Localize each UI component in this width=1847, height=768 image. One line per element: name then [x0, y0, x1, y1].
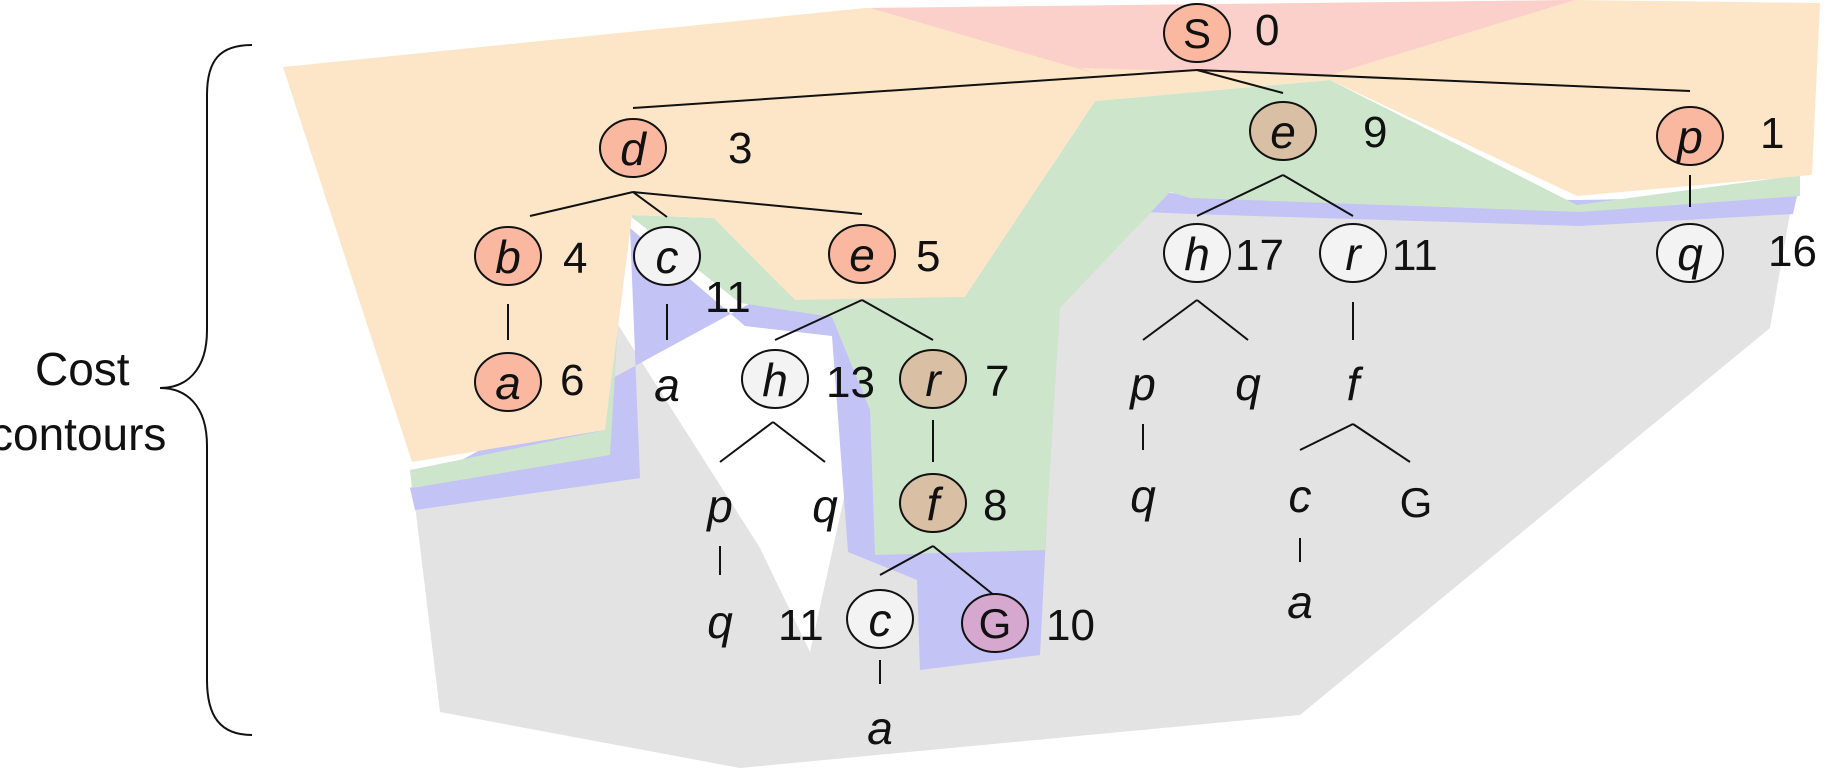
node-circle-c3	[846, 589, 914, 649]
node-label-p3: p	[705, 480, 733, 532]
cost-label-c1: 11	[705, 273, 751, 322]
node-circle-S	[1163, 3, 1231, 63]
node-label-a1: a	[495, 357, 521, 409]
cost-label-e2: 5	[916, 232, 940, 281]
node-label-h1: h	[1184, 228, 1210, 280]
node-circle-b	[474, 226, 542, 286]
node-label-a2: a	[654, 359, 680, 411]
node-circle-d	[599, 118, 667, 178]
node-label-q5: q	[707, 596, 733, 648]
node-label-p1: p	[1675, 111, 1703, 163]
contour-region-orange	[283, 0, 1820, 462]
node-circle-h1	[1163, 223, 1231, 283]
cost-label-e1: 9	[1363, 108, 1387, 157]
node-label-f1: f	[1347, 358, 1364, 410]
node-circle-f2	[899, 473, 967, 533]
cost-label-q1: 16	[1768, 227, 1817, 276]
cost-label-d: 3	[728, 124, 752, 173]
tree-edges	[507, 69, 1691, 684]
node-circle-r1	[1319, 223, 1387, 283]
cost-label-f2: 8	[983, 481, 1007, 530]
node-label-p2: p	[1128, 358, 1156, 410]
contour-region-green	[410, 80, 1800, 555]
cost-label-a1: 6	[560, 356, 584, 405]
cost-label-r2: 7	[985, 357, 1009, 406]
cost-labels: 0 3 9 1 4 11 5 17 11 16 6 13 7 8 11 10	[560, 6, 1817, 650]
node-label-c3: c	[869, 594, 892, 646]
node-label-e1: e	[1270, 106, 1296, 158]
node-circles	[474, 3, 1724, 653]
node-label-q3: q	[812, 480, 838, 532]
node-label-a4: a	[867, 702, 893, 754]
contour-brace	[159, 44, 253, 736]
node-circle-G2	[961, 593, 1029, 653]
node-circle-e2	[828, 224, 896, 284]
node-label-e2: e	[849, 229, 875, 281]
node-label-c2: c	[1289, 470, 1312, 522]
cost-label-h2: 13	[826, 358, 875, 407]
cost-label-b: 4	[563, 234, 587, 283]
cost-label-h1: 17	[1235, 231, 1284, 280]
node-circle-e1	[1249, 101, 1317, 161]
node-labels: S d e p b c e h r q a a h r p q f p q f …	[495, 10, 1703, 754]
node-circle-h2	[741, 349, 809, 409]
node-label-d: d	[620, 123, 647, 175]
contour-region-gray	[415, 196, 1793, 768]
node-label-b: b	[495, 231, 521, 283]
node-circle-a1	[474, 352, 542, 412]
node-circle-c1	[633, 226, 701, 286]
node-label-q4: q	[1130, 470, 1156, 522]
cost-label-S: 0	[1255, 6, 1279, 55]
side-label-line-2: contours	[0, 408, 166, 460]
node-label-c1: c	[656, 231, 679, 283]
node-label-G2: G	[979, 600, 1012, 647]
node-label-a3: a	[1287, 576, 1313, 628]
cost-label-G2: 10	[1046, 601, 1095, 650]
node-circle-p1	[1656, 106, 1724, 166]
node-label-f2: f	[927, 478, 944, 530]
node-label-S: S	[1183, 10, 1211, 57]
cost-label-c3: 11	[778, 601, 824, 650]
contour-region-blue	[410, 165, 1797, 670]
node-label-q2: q	[1235, 358, 1261, 410]
node-label-G1: G	[1400, 479, 1433, 526]
node-label-r2: r	[925, 354, 942, 406]
node-label-r1: r	[1345, 228, 1362, 280]
cost-label-p1: 1	[1760, 109, 1784, 158]
node-circle-q1	[1656, 223, 1724, 283]
cost-label-r1: 11	[1392, 231, 1438, 280]
node-label-h2: h	[762, 354, 788, 406]
node-label-q1: q	[1677, 228, 1703, 280]
side-label-line-1: Cost	[35, 343, 130, 395]
node-circle-r2	[899, 349, 967, 409]
